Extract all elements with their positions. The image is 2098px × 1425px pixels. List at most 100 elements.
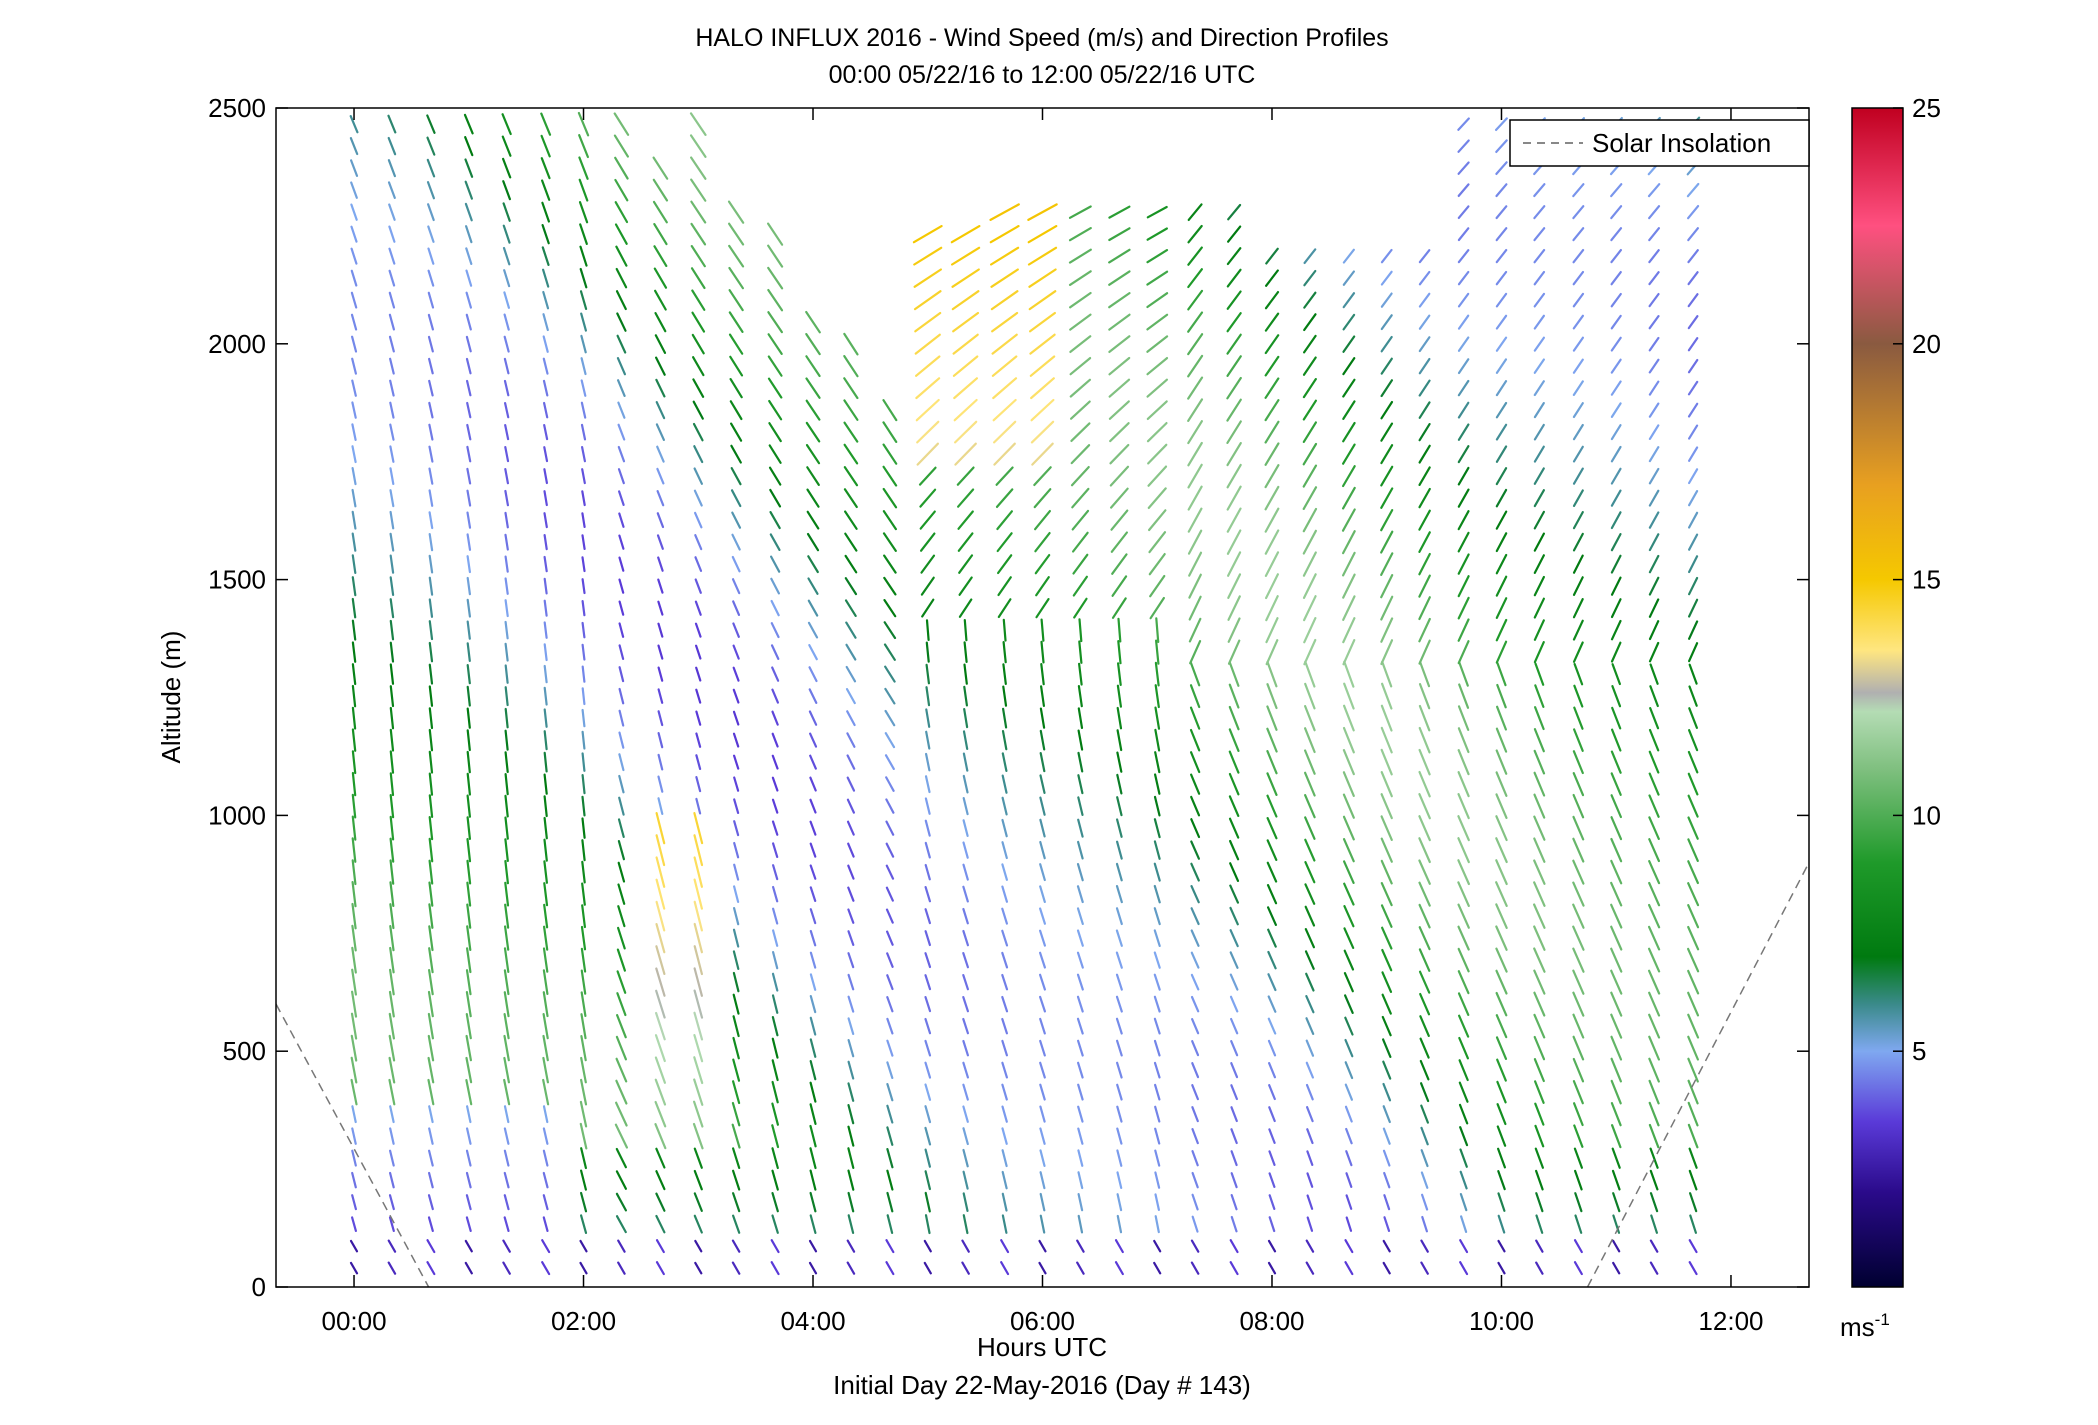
wind-vector	[1226, 312, 1242, 333]
wind-vector	[1610, 794, 1623, 819]
wind-vector	[732, 971, 740, 993]
wind-vector	[1076, 907, 1084, 926]
wind-vector	[1342, 292, 1356, 309]
wind-vector	[1039, 1127, 1046, 1145]
wind-vector	[921, 598, 935, 618]
wind-vector	[1116, 1214, 1123, 1234]
wind-vector	[581, 752, 586, 772]
wind-vector	[1040, 640, 1045, 664]
wind-vector	[771, 798, 779, 814]
wind-vector	[1342, 421, 1356, 443]
wind-vector	[1303, 269, 1317, 287]
wind-vector	[732, 950, 740, 971]
wind-vector	[428, 968, 434, 996]
wind-vector	[428, 707, 434, 730]
wind-vector	[1572, 467, 1584, 485]
wind-vector	[1687, 642, 1699, 663]
wind-vector	[351, 1216, 357, 1233]
wind-vector	[1572, 554, 1584, 574]
wind-vector	[962, 907, 969, 925]
wind-vector	[465, 1149, 472, 1167]
wind-vector	[882, 399, 898, 422]
wind-vector	[1190, 818, 1201, 839]
wind-vector	[1610, 576, 1622, 596]
wind-vector	[655, 834, 666, 867]
wind-vector	[805, 444, 821, 465]
wind-vector	[616, 312, 627, 332]
wind-vector	[1189, 773, 1201, 795]
wind-vector	[657, 556, 664, 572]
wind-vector	[1230, 1106, 1238, 1123]
wind-vector	[1457, 292, 1470, 308]
wind-vector	[351, 750, 357, 775]
wind-vector	[809, 1147, 817, 1170]
wind-vector	[1344, 1016, 1354, 1036]
wind-vector	[503, 1171, 510, 1189]
wind-vector	[618, 687, 625, 705]
wind-vector	[503, 335, 510, 353]
wind-vector	[1648, 1123, 1660, 1149]
wind-vector	[465, 247, 473, 265]
wind-vector	[963, 641, 968, 664]
wind-vector	[1495, 597, 1508, 620]
wind-vector	[1648, 249, 1660, 264]
wind-vector	[1154, 1171, 1161, 1189]
wind-vector	[1038, 907, 1047, 925]
wind-vector	[1342, 771, 1355, 798]
wind-vector	[1191, 1062, 1200, 1079]
wind-vector	[351, 576, 357, 597]
wind-vector	[771, 1059, 779, 1082]
wind-vector	[1110, 531, 1129, 553]
wind-vector	[581, 860, 586, 884]
wind-vector	[542, 947, 549, 973]
wind-vector	[1533, 227, 1546, 242]
wind-vector	[1382, 1239, 1391, 1253]
wind-vector	[693, 878, 704, 910]
wind-vector	[1304, 860, 1316, 884]
wind-vector	[580, 1034, 587, 1062]
wind-vector	[846, 820, 855, 836]
wind-vector	[1457, 445, 1470, 464]
wind-vector	[1418, 531, 1431, 554]
wind-vector	[958, 598, 973, 618]
wind-vector	[1266, 861, 1278, 883]
wind-vector	[1188, 595, 1202, 621]
wind-vector	[1226, 225, 1242, 243]
wind-vector	[1533, 1035, 1546, 1061]
wind-vector	[989, 225, 1020, 244]
wind-vector	[652, 156, 669, 180]
wind-vector	[1457, 925, 1470, 951]
wind-vector	[1610, 837, 1623, 863]
wind-vector	[809, 776, 817, 792]
wind-vector	[1457, 161, 1470, 175]
wind-vector	[771, 710, 779, 726]
wind-vector	[1495, 249, 1508, 264]
wind-vector	[1108, 400, 1130, 420]
wind-vector	[1345, 1127, 1353, 1145]
wind-vector	[543, 773, 548, 795]
wind-vector	[618, 731, 625, 749]
wind-vector	[767, 244, 784, 268]
wind-vector	[1000, 1239, 1010, 1254]
wind-vector	[503, 1149, 510, 1167]
wind-vector	[543, 664, 548, 684]
wind-vector	[1190, 840, 1201, 860]
wind-vector	[502, 246, 511, 266]
y-tick-label: 0	[252, 1272, 266, 1302]
wind-vector	[1495, 553, 1508, 575]
wind-vector	[1039, 685, 1046, 708]
wind-vector	[1533, 837, 1546, 863]
wind-vector	[428, 794, 434, 819]
wind-vector	[466, 1105, 472, 1124]
wind-vector	[1115, 951, 1123, 969]
wind-vector	[1533, 1080, 1545, 1104]
wind-vector	[1381, 1038, 1392, 1059]
wind-vector	[504, 729, 509, 751]
wind-vector	[501, 113, 512, 136]
wind-vector	[1303, 313, 1317, 332]
wind-vector	[809, 1038, 817, 1058]
wind-vector	[1688, 1261, 1698, 1276]
wind-vector	[1002, 685, 1008, 707]
wind-vector	[1077, 707, 1084, 730]
x-axis-ticks: 00:00 02:00 04:00 06:00 08:00 10:00 12:00	[321, 108, 1764, 1336]
